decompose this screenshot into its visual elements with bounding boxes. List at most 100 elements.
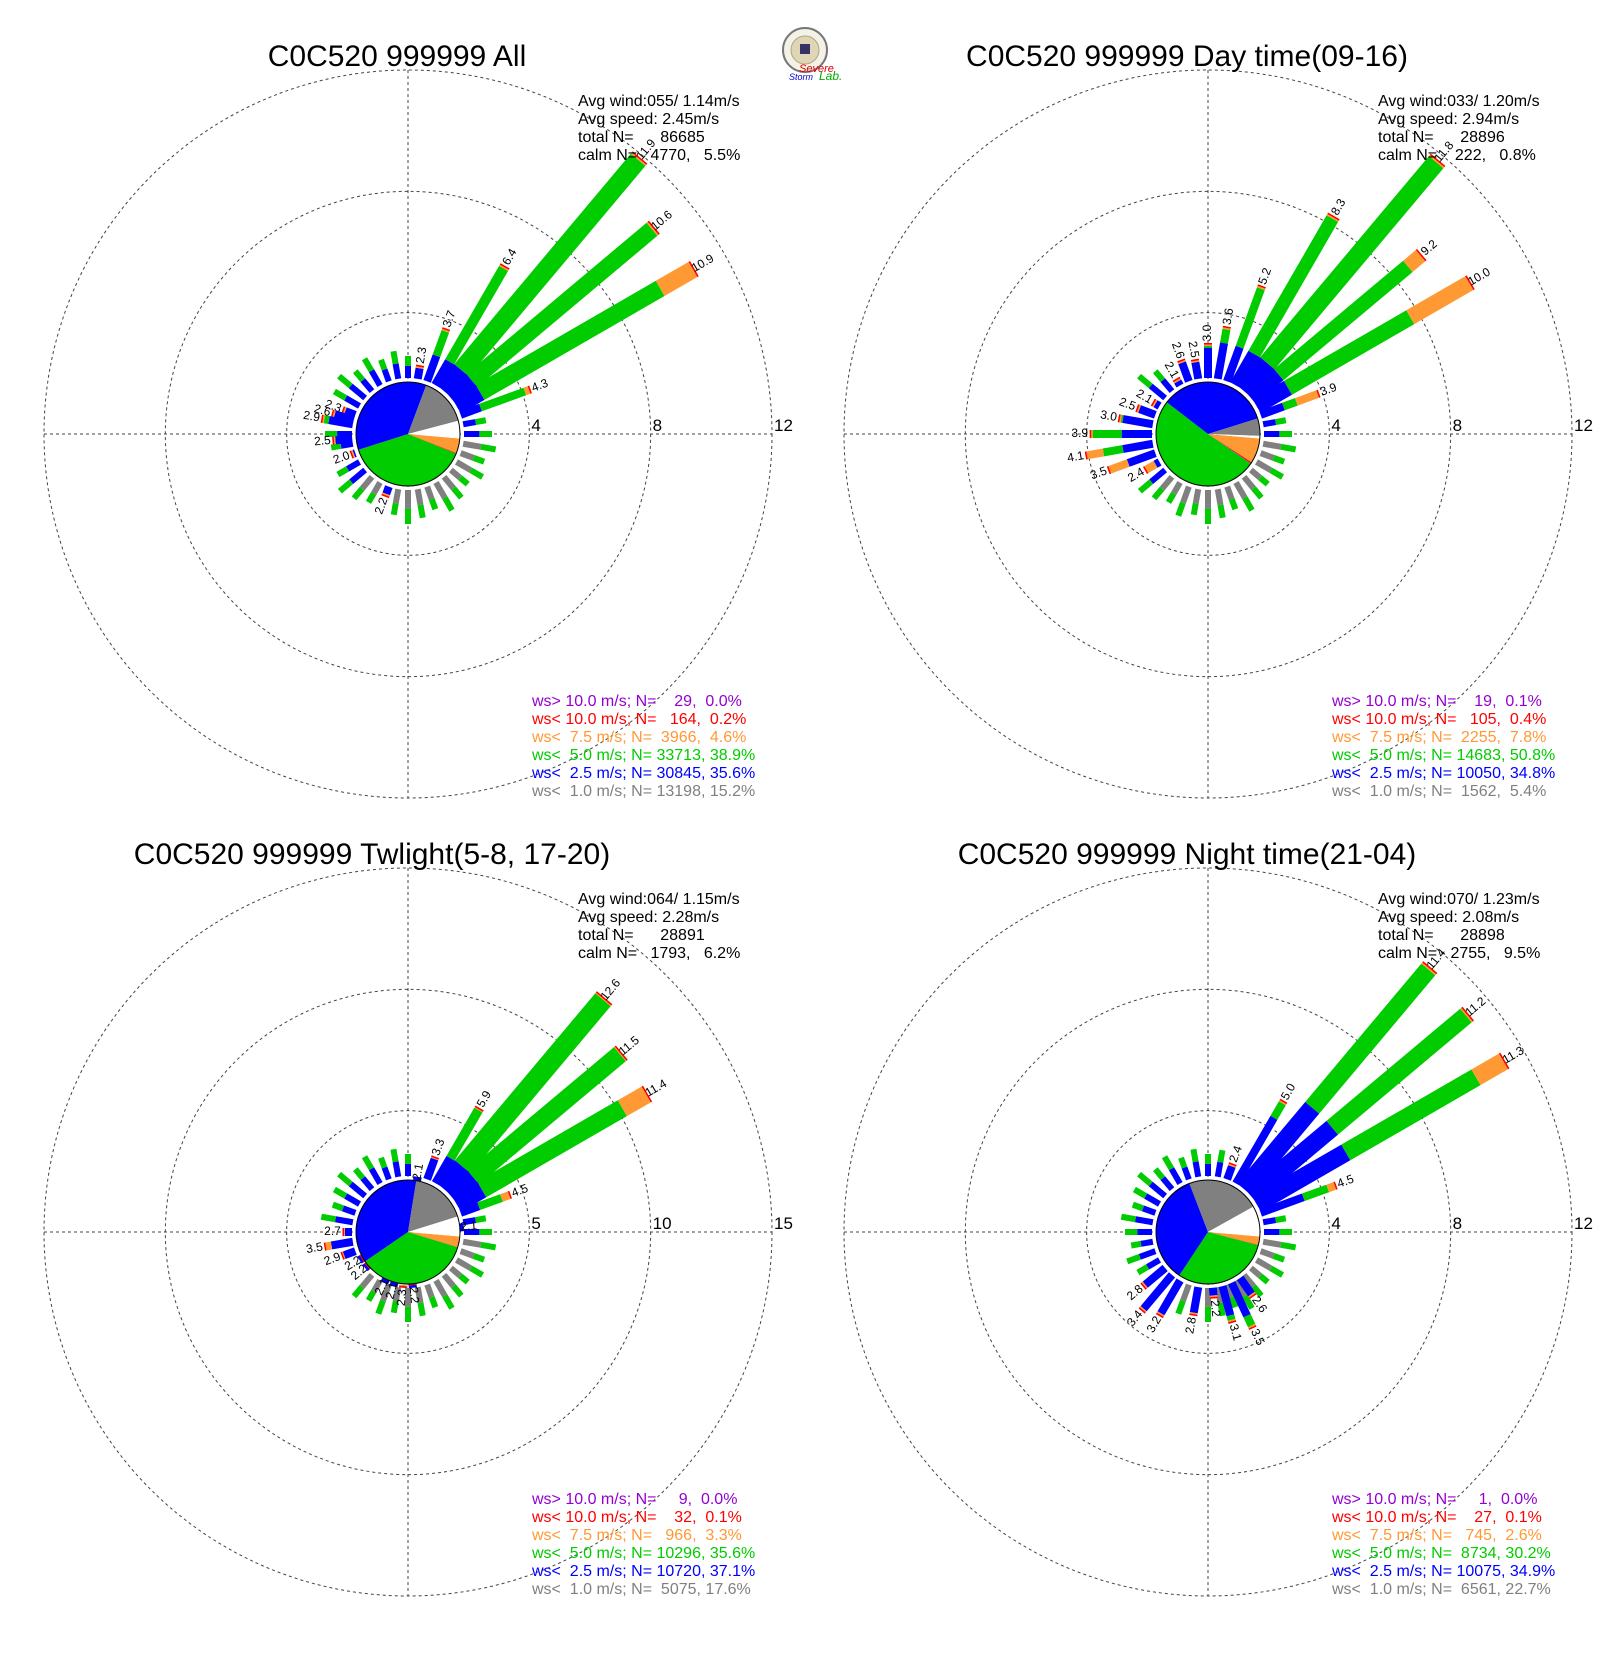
direction-bar-lt25 [423, 354, 441, 383]
bar-value-label: 11.3 [1500, 1043, 1527, 1067]
bar-value-label: 2.3 [323, 396, 344, 415]
direction-bar-lt25 [1140, 1272, 1176, 1312]
direction-bar-lt10 [1140, 1282, 1147, 1290]
direction-bar-inner [433, 1279, 448, 1298]
direction-bar-outer [390, 1300, 399, 1314]
direction-bar-inner [1233, 481, 1248, 500]
direction-bar-inner [1205, 1163, 1211, 1176]
direction-bar-outer [1175, 501, 1186, 517]
bar-value-label: 3.7 [440, 308, 459, 329]
direction-bar-inner [392, 1161, 402, 1178]
direction-bar-lt10 [323, 1242, 327, 1251]
direction-bar-outer [1153, 1167, 1166, 1181]
direction-bar-outer [336, 466, 350, 478]
bar-value-label: 2.4 [1226, 1143, 1245, 1164]
stats-line: Avg wind:033/ 1.20m/s [1378, 93, 1540, 110]
direction-bar-lt25 [1153, 458, 1162, 468]
direction-bar-inner [341, 1205, 357, 1216]
direction-bar-lt25 [1228, 1281, 1251, 1318]
logo-text-storm: Storm [789, 72, 814, 82]
chart-title: C0C520 999999 Night time(21-04) [958, 838, 1417, 871]
range-ring [964, 988, 1452, 1476]
direction-bar-outer [353, 1167, 366, 1181]
direction-bar-lt5 [479, 387, 527, 412]
direction-bar-lt25 [335, 434, 353, 445]
direction-bar-outer [1272, 455, 1286, 465]
range-ring [286, 312, 530, 556]
direction-bar-outer [405, 1154, 411, 1164]
direction-bar-inner [1233, 1279, 1248, 1298]
direction-bar-inner [1180, 485, 1192, 504]
direction-bar-inner [441, 475, 456, 491]
legend-entry: ws< 1.0 m/s; N= 1562, 5.4% [1331, 783, 1546, 800]
direction-bar-outer [1205, 1154, 1211, 1164]
direction-bar-outer [1131, 1201, 1144, 1212]
direction-bar-inner [1180, 1283, 1192, 1302]
direction-bar-outer [1272, 1253, 1286, 1263]
direction-bar-lt10 [1150, 398, 1157, 407]
direction-bar-outer [1217, 1149, 1226, 1163]
range-ring [164, 988, 652, 1476]
direction-bar-lt10 [1279, 1098, 1288, 1104]
legend-entry: ws< 5.0 m/s; N= 8734, 30.2% [1331, 1545, 1551, 1562]
direction-bar-lt25 [1122, 415, 1154, 429]
bar-value-label: 2.2 [1208, 1299, 1223, 1317]
direction-bar-lt25 [436, 364, 469, 398]
direction-bar-inner [360, 1176, 375, 1191]
direction-bar-lt10 [1138, 1307, 1146, 1314]
direction-bar-outer [405, 1306, 411, 1322]
range-ring [843, 69, 1573, 799]
direction-bar-lt10 [330, 409, 335, 418]
direction-bar-inner [1264, 1229, 1280, 1235]
direction-bar-lt5 [475, 280, 665, 400]
direction-bar-outer [1137, 479, 1154, 494]
direction-bar-inner [1160, 1176, 1175, 1191]
direction-bar-outer [428, 1296, 439, 1309]
wind-rose-panel: 4 8 1211.411.211.35.02.44.52.63.53.12.22.8… [843, 838, 1593, 1598]
direction-bar-lt5 [1260, 156, 1444, 370]
bar-value-label: 2.3 [394, 1288, 409, 1306]
direction-bar-lt5 [1120, 414, 1124, 423]
direction-bar-lt75 [1406, 275, 1475, 325]
direction-bar-outer [442, 496, 455, 512]
pie-slice-lt75 [408, 434, 460, 454]
direction-bar-outer [1280, 1241, 1297, 1251]
range-ring [843, 867, 1573, 1597]
bar-value-label: 4.1 [1066, 448, 1085, 465]
direction-bar-lt25 [1245, 1120, 1338, 1203]
bar-value-label: 2.2 [407, 1286, 422, 1304]
pie-slice-gt10 [1208, 434, 1251, 464]
direction-bar-inner [414, 1286, 424, 1304]
pie-outline [355, 381, 461, 487]
direction-bar-inner [449, 467, 463, 481]
direction-bar-lt25 [1213, 342, 1228, 380]
ring-label: 8 [1453, 416, 1462, 435]
direction-bar-lt5 [445, 265, 508, 365]
direction-bar-outer [1242, 1294, 1255, 1310]
direction-bar-outer [337, 1171, 353, 1187]
bar-value-label: 3.5 [1248, 1326, 1268, 1347]
direction-bar-lt25 [1259, 1193, 1305, 1217]
direction-bar-lt25 [445, 374, 478, 405]
direction-bar-lt25 [330, 1237, 354, 1250]
direction-bar-lt25 [1189, 1286, 1203, 1314]
legend-entry: ws< 5.0 m/s; N= 14683, 50.8% [1331, 747, 1555, 764]
bar-value-label: 2.9 [302, 408, 321, 425]
direction-bar-outer [469, 467, 484, 480]
bar-value-label: 2.1 [460, 1218, 478, 1233]
stats-line: Avg wind:064/ 1.15m/s [578, 891, 740, 908]
wind-rose-panel: 5 10 1512.611.511.45.93.32.14.52.12.22.93.… [43, 838, 793, 1598]
direction-bar-lt25 [1138, 405, 1157, 419]
direction-bar-lt5 [1248, 215, 1339, 358]
direction-bar-lt5 [446, 1107, 483, 1161]
direction-bar-lt25 [1236, 1275, 1255, 1297]
direction-bar-outer [378, 358, 388, 371]
severe-storm-lab-logo: Severe Storm Lab. [782, 27, 842, 83]
direction-bar-lt10 [1228, 1162, 1237, 1167]
pie-slice-lt10 [1208, 434, 1252, 464]
direction-bar-inner [392, 363, 402, 380]
direction-bar-lt5 [1305, 963, 1436, 1114]
direction-bar-inner [368, 1167, 383, 1185]
direction-bar-outer [332, 1186, 348, 1199]
legend-entry: ws< 7.5 m/s; N= 966, 3.3% [531, 1527, 742, 1544]
